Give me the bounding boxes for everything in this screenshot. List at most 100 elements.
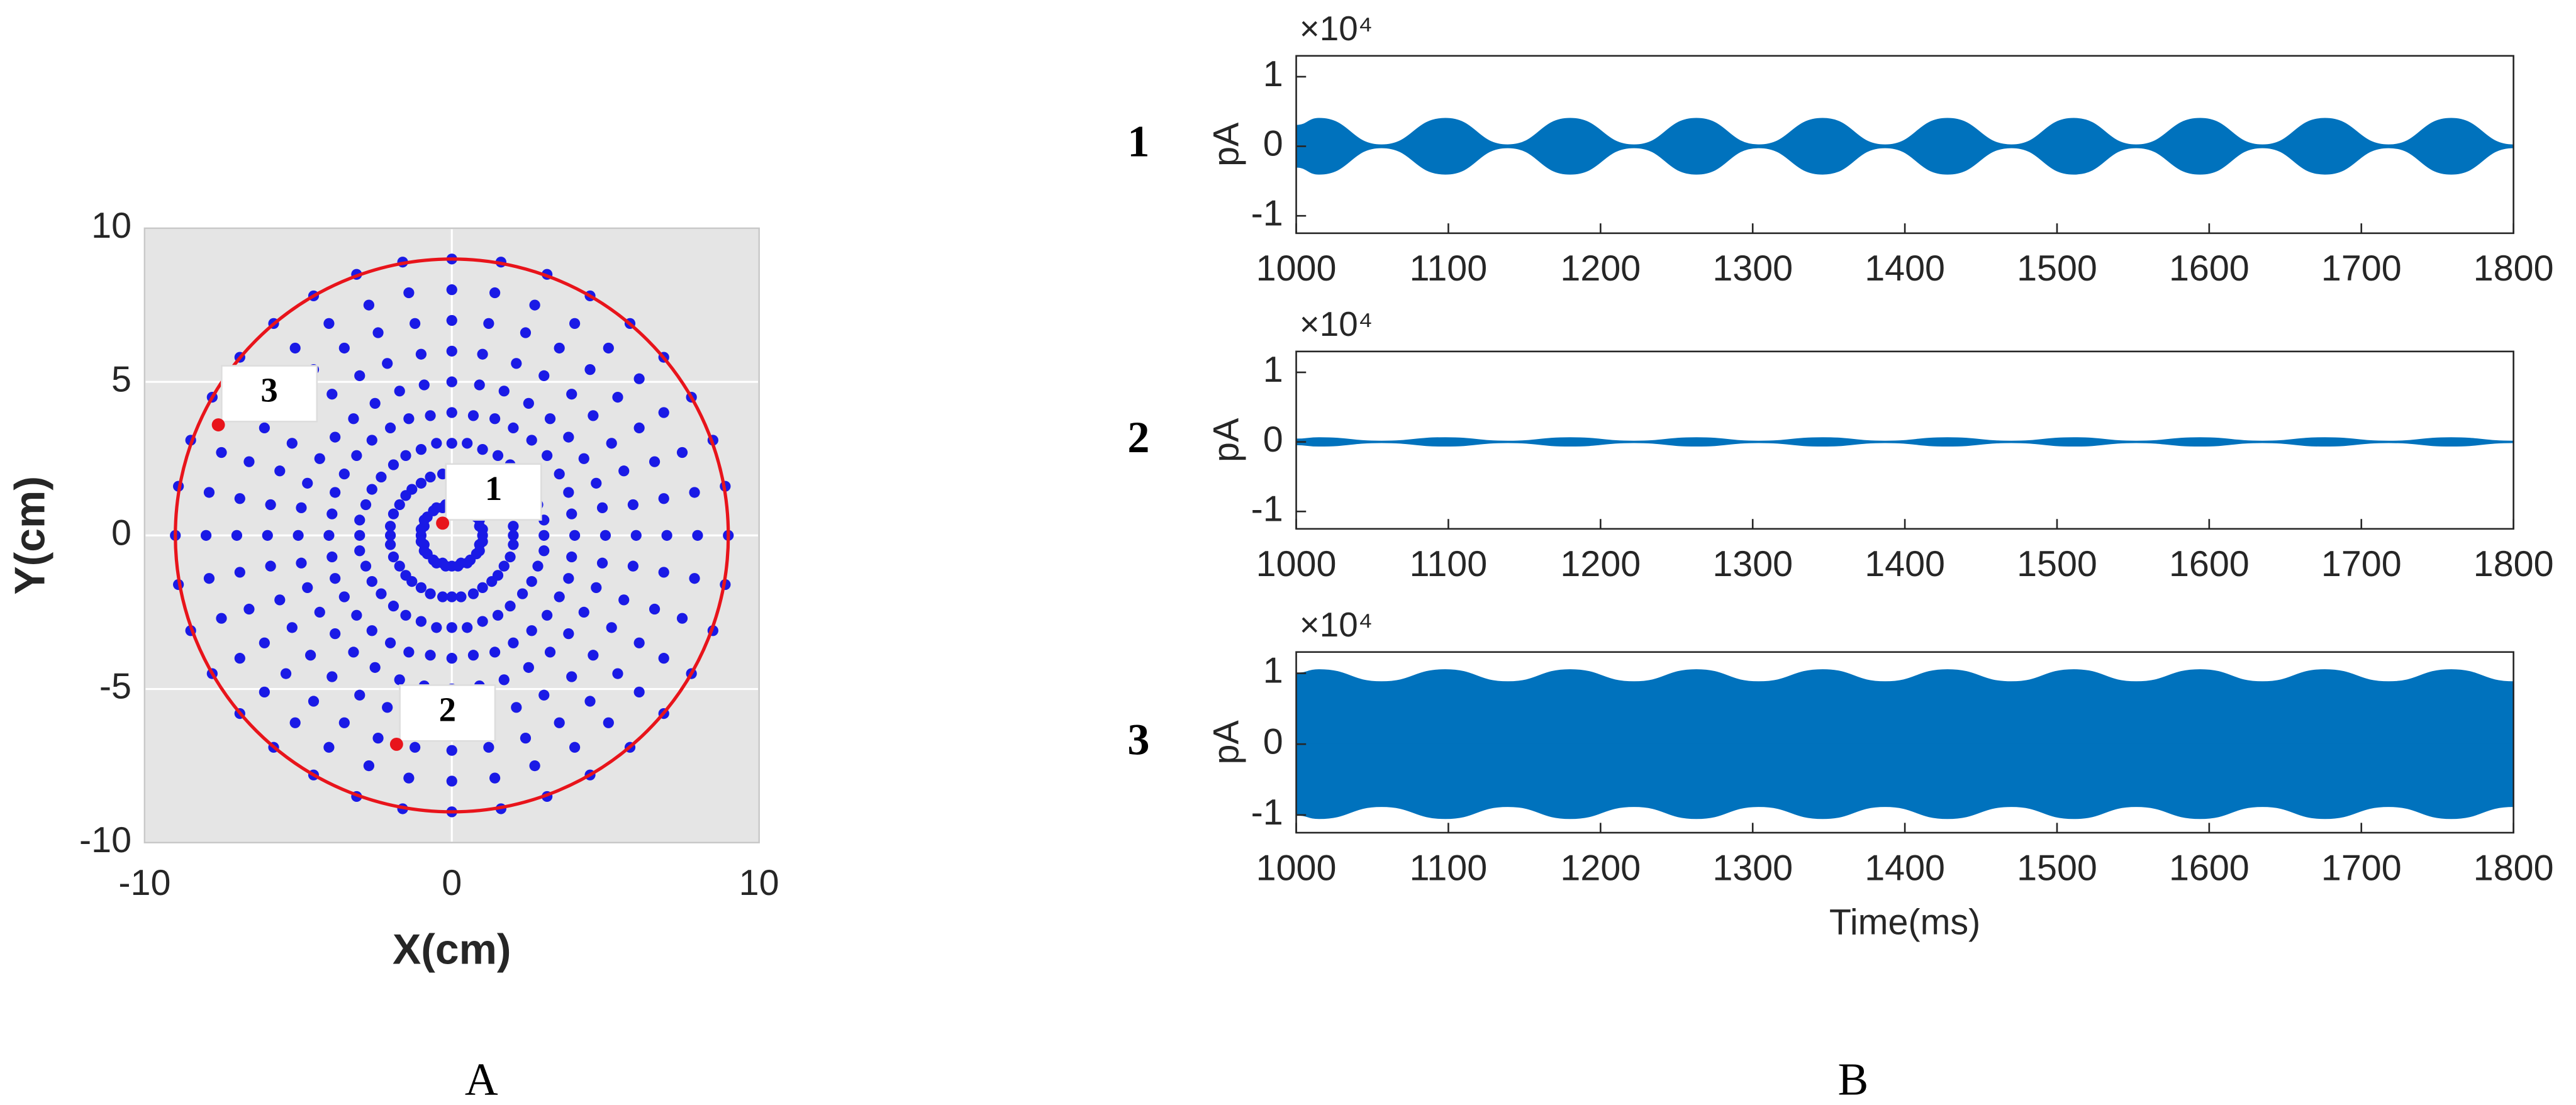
point-label: 2 <box>439 690 456 728</box>
electrode <box>366 575 377 587</box>
electrode <box>354 530 365 541</box>
electrode <box>410 741 421 753</box>
electrode <box>437 591 449 602</box>
electrode <box>360 499 372 511</box>
x-tick-label: 10 <box>739 863 779 903</box>
x-tick-label: 1000 <box>1256 248 1337 289</box>
electrode <box>431 438 442 449</box>
x-tick-label: 1300 <box>1712 544 1793 584</box>
electrode <box>692 530 703 541</box>
x-tick-label: 1600 <box>2169 544 2250 584</box>
electrode <box>591 477 602 489</box>
y-tick-label: 5 <box>111 359 131 399</box>
electrode <box>406 575 418 587</box>
electrode <box>489 772 501 784</box>
electrode <box>323 318 335 329</box>
y-axis-label: Y(cm) <box>6 476 53 595</box>
y-tick-label: 1 <box>1263 54 1283 94</box>
y-multiplier: ×10⁴ <box>1300 9 1373 48</box>
y-tick-label: -1 <box>1251 792 1283 833</box>
electrode <box>532 560 544 572</box>
x-tick-label: 1000 <box>1256 544 1337 584</box>
electrode <box>508 637 519 648</box>
row-label: 3 <box>1127 715 1149 764</box>
electrode <box>446 407 457 418</box>
y-multiplier: ×10⁴ <box>1300 605 1373 644</box>
panel-label: A <box>465 1053 498 1104</box>
electrode <box>566 508 577 519</box>
electrode <box>689 487 700 498</box>
electrode <box>410 318 421 329</box>
electrode <box>618 594 630 606</box>
x-tick-label: 1400 <box>1865 248 1945 289</box>
electrode <box>415 616 427 627</box>
x-tick-label: 0 <box>442 863 462 903</box>
electrode <box>338 469 350 480</box>
x-tick-label: 1200 <box>1560 848 1641 888</box>
y-multiplier: ×10⁴ <box>1300 304 1373 343</box>
electrode <box>477 348 488 360</box>
electrode <box>627 499 639 511</box>
electrode <box>477 443 488 455</box>
electrode <box>376 588 387 599</box>
y-axis-label: pA <box>1207 720 1247 765</box>
electrode <box>330 487 341 498</box>
electrode <box>569 530 581 541</box>
x-tick-label: 1200 <box>1560 248 1641 289</box>
electrode <box>658 567 669 578</box>
electrode <box>265 560 276 572</box>
electrode <box>234 653 245 664</box>
electrode <box>566 551 577 563</box>
x-axis-label: Time(ms) <box>1829 902 1980 942</box>
electrode <box>330 431 341 443</box>
electrode <box>477 536 488 547</box>
highlight-point <box>389 737 403 751</box>
electrode <box>446 653 457 664</box>
electrode <box>323 741 335 753</box>
x-tick-label: 1800 <box>2473 544 2554 584</box>
y-tick-label: 10 <box>91 206 131 246</box>
electrode <box>508 422 519 434</box>
signal-envelope <box>1295 118 2514 147</box>
electrode <box>526 575 537 587</box>
signal-envelope <box>1295 669 2514 745</box>
electrode <box>351 609 362 621</box>
electrode <box>296 502 307 514</box>
electrode <box>446 284 457 296</box>
signal-envelope <box>1295 437 2514 443</box>
electrode <box>415 477 427 489</box>
electrode <box>372 733 384 744</box>
electrode <box>262 530 273 541</box>
electrode <box>376 471 387 483</box>
electrode <box>354 545 365 557</box>
signal-envelope <box>1295 441 2514 447</box>
x-tick-label: 1100 <box>1410 544 1488 584</box>
electrode <box>649 456 661 467</box>
electrode <box>676 613 688 624</box>
electrode <box>259 686 270 698</box>
electrode <box>384 422 396 434</box>
electrode <box>520 733 532 744</box>
electrode <box>384 530 396 541</box>
x-tick-label: 1100 <box>1410 248 1488 289</box>
boundary <box>174 257 730 814</box>
x-tick-label: 1400 <box>1865 848 1945 888</box>
electrode <box>274 465 286 477</box>
electrode <box>467 410 479 421</box>
electrode <box>259 637 270 648</box>
electrode <box>508 530 519 541</box>
electrode <box>418 379 430 391</box>
y-tick-label: 0 <box>111 513 131 553</box>
electrode <box>446 622 457 633</box>
electrode <box>511 358 522 369</box>
x-tick-label: 1600 <box>2169 848 2250 888</box>
x-tick-label: 1800 <box>2473 248 2554 289</box>
electrode <box>259 422 270 434</box>
highlight-point <box>436 516 450 530</box>
electrode <box>658 653 669 664</box>
electrode <box>483 318 494 329</box>
y-axis-label: pA <box>1207 122 1247 167</box>
electrode <box>523 397 534 409</box>
electrode <box>403 413 415 425</box>
electrode <box>566 389 577 400</box>
